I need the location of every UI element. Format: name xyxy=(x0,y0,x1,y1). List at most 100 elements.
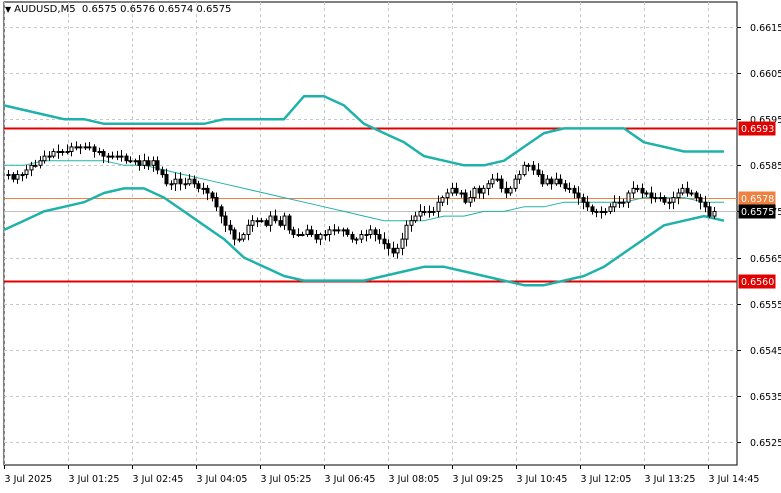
candle[interactable] xyxy=(617,196,622,208)
candle[interactable] xyxy=(318,232,323,246)
candle[interactable] xyxy=(97,147,102,156)
candle[interactable] xyxy=(205,185,210,201)
candle[interactable] xyxy=(155,156,160,175)
candle[interactable] xyxy=(15,170,20,184)
candle[interactable] xyxy=(572,185,577,199)
candle[interactable] xyxy=(436,195,441,218)
candle[interactable] xyxy=(536,163,541,177)
candle[interactable] xyxy=(400,232,405,256)
candle[interactable] xyxy=(192,175,197,188)
candle[interactable] xyxy=(241,232,246,242)
candle[interactable] xyxy=(554,172,559,186)
candle[interactable] xyxy=(522,161,527,177)
candle[interactable] xyxy=(481,185,486,199)
candle[interactable] xyxy=(305,224,310,237)
candle[interactable] xyxy=(259,217,264,223)
candle[interactable] xyxy=(404,220,409,247)
candle[interactable] xyxy=(382,232,387,250)
candle[interactable] xyxy=(246,219,251,241)
candle[interactable] xyxy=(268,211,273,232)
candle[interactable] xyxy=(314,230,319,244)
candle[interactable] xyxy=(680,184,685,196)
candle[interactable] xyxy=(395,243,400,259)
candle[interactable] xyxy=(545,175,550,186)
candle[interactable] xyxy=(698,193,703,210)
candle[interactable] xyxy=(459,190,464,198)
candle[interactable] xyxy=(653,192,658,203)
candle[interactable] xyxy=(196,180,201,193)
candle[interactable] xyxy=(332,224,337,236)
candle[interactable] xyxy=(508,186,513,196)
candle[interactable] xyxy=(11,172,16,183)
candle[interactable] xyxy=(391,241,396,258)
candle[interactable] xyxy=(327,226,332,242)
candle[interactable] xyxy=(20,172,25,182)
candle[interactable] xyxy=(427,205,432,218)
candle[interactable] xyxy=(413,211,418,223)
candle[interactable] xyxy=(51,148,56,159)
candle[interactable] xyxy=(291,226,296,238)
candle[interactable] xyxy=(228,220,233,235)
candle[interactable] xyxy=(450,182,455,196)
candle[interactable] xyxy=(658,192,663,202)
candle[interactable] xyxy=(631,181,636,199)
dropdown-triangle-icon[interactable]: ▼ xyxy=(5,5,12,14)
candle[interactable] xyxy=(599,206,604,219)
candle[interactable] xyxy=(671,191,676,210)
candle[interactable] xyxy=(106,152,111,163)
candle[interactable] xyxy=(128,156,133,164)
candle[interactable] xyxy=(341,227,346,237)
candle[interactable] xyxy=(119,150,124,162)
candle[interactable] xyxy=(644,190,649,198)
candle[interactable] xyxy=(24,164,29,179)
candle[interactable] xyxy=(38,156,43,169)
candle[interactable] xyxy=(662,195,667,205)
candle[interactable] xyxy=(594,208,599,218)
candle[interactable] xyxy=(463,189,468,205)
candle[interactable] xyxy=(386,239,391,256)
candle[interactable] xyxy=(169,180,174,190)
candle[interactable] xyxy=(56,144,61,159)
candle[interactable] xyxy=(178,172,183,191)
candle[interactable] xyxy=(567,182,572,193)
candle[interactable] xyxy=(490,174,495,188)
candle[interactable] xyxy=(69,142,74,157)
candle[interactable] xyxy=(146,156,151,170)
candle[interactable] xyxy=(232,227,237,246)
candle[interactable] xyxy=(590,204,595,215)
candle[interactable] xyxy=(29,161,34,177)
candle[interactable] xyxy=(612,195,617,213)
candle[interactable] xyxy=(689,189,694,197)
candle[interactable] xyxy=(345,227,350,237)
candle[interactable] xyxy=(282,212,287,230)
candle[interactable] xyxy=(214,192,219,212)
candle[interactable] xyxy=(581,193,586,210)
candle[interactable] xyxy=(635,184,640,193)
candle[interactable] xyxy=(499,175,504,193)
candle[interactable] xyxy=(92,144,97,158)
candle[interactable] xyxy=(264,218,269,228)
candle[interactable] xyxy=(350,231,355,243)
candle[interactable] xyxy=(576,186,581,205)
candle[interactable] xyxy=(137,155,142,171)
candle[interactable] xyxy=(101,149,106,164)
candle[interactable] xyxy=(468,190,473,207)
candle[interactable] xyxy=(74,141,79,151)
candle[interactable] xyxy=(42,150,47,164)
candle[interactable] xyxy=(531,160,536,175)
candle[interactable] xyxy=(603,208,608,216)
candle[interactable] xyxy=(418,204,423,221)
candle[interactable] xyxy=(422,205,427,216)
candle[interactable] xyxy=(364,229,369,242)
candle[interactable] xyxy=(540,170,545,187)
candle[interactable] xyxy=(309,225,314,237)
candle[interactable] xyxy=(187,174,192,186)
candle[interactable] xyxy=(526,163,531,172)
candle[interactable] xyxy=(210,191,215,202)
candle[interactable] xyxy=(124,153,129,164)
candle[interactable] xyxy=(237,232,242,243)
candle[interactable] xyxy=(164,168,169,187)
candle[interactable] xyxy=(621,198,626,208)
candle[interactable] xyxy=(486,180,491,196)
